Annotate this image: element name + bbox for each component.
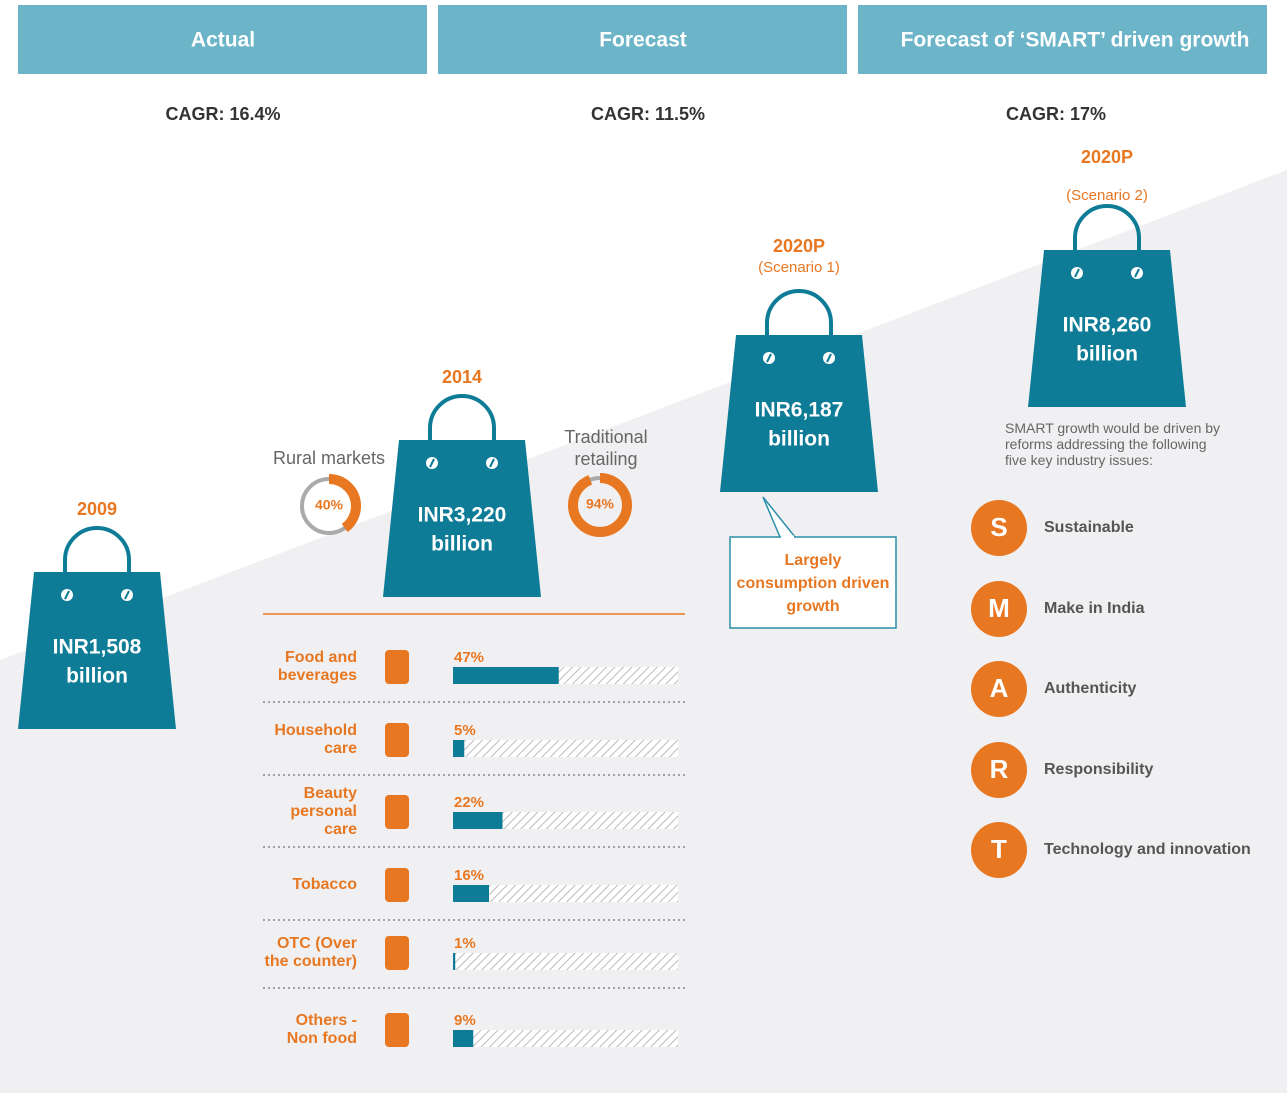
bag-year: 2020P (773, 236, 825, 256)
bag-amount: INR6,187 (755, 399, 844, 422)
bag-unit: billion (768, 428, 830, 451)
bag-year: 2014 (442, 367, 482, 387)
bag-unit: billion (66, 665, 128, 688)
bar-track (453, 953, 678, 970)
bar (453, 885, 489, 902)
category-value: 22% (454, 794, 484, 811)
smart-label: Authenticity (1044, 680, 1137, 697)
bag-year: 2009 (77, 499, 117, 519)
smart-letter: T (991, 834, 1007, 864)
category-icon (385, 868, 409, 902)
bag-year: 2020P (1081, 147, 1133, 167)
smart-letter: A (990, 673, 1009, 703)
bag-unit: billion (1076, 343, 1138, 366)
bag-note: (Scenario 2) (1066, 187, 1148, 204)
bar (453, 740, 464, 757)
category-value: 16% (454, 867, 484, 884)
category-icon (385, 936, 409, 970)
header-title: Forecast of ‘SMART’ driven growth (901, 29, 1250, 52)
category-value: 47% (454, 649, 484, 666)
header-title: Forecast (599, 29, 687, 52)
bag (383, 396, 541, 597)
smart-letter: R (990, 754, 1009, 784)
cagr: CAGR: 16.4% (165, 104, 280, 124)
bag (720, 291, 878, 492)
bag-handle (430, 396, 494, 442)
donut-label: Rural markets (273, 448, 385, 468)
bag-unit: billion (431, 533, 493, 556)
category-value: 9% (454, 1012, 476, 1029)
cagr: CAGR: 17% (1006, 104, 1106, 124)
category-icon (385, 795, 409, 829)
bar-track (453, 1030, 678, 1047)
smart-label: Responsibility (1044, 761, 1153, 778)
smart-letter: M (988, 593, 1010, 623)
cagr: CAGR: 11.5% (591, 104, 705, 124)
category-icon (385, 650, 409, 684)
bag-amount: INR8,260 (1063, 314, 1152, 337)
smart-label: Technology and innovation (1044, 841, 1251, 858)
bar (453, 667, 559, 684)
category-label: Others -Non food (287, 1012, 357, 1047)
bag-handle (65, 528, 129, 574)
bar (453, 812, 503, 829)
bag (18, 528, 176, 729)
donut-value: 94% (586, 496, 615, 512)
bar (453, 1030, 473, 1047)
bag-note: (Scenario 1) (758, 259, 840, 276)
header-title: Actual (191, 29, 255, 52)
smart-letter: S (990, 512, 1007, 542)
infographic: Actual Forecast Forecast of ‘SMART’ driven… (0, 0, 1287, 1093)
bag-amount: INR3,220 (418, 504, 507, 527)
smart-label: Sustainable (1044, 519, 1134, 536)
category-icon (385, 723, 409, 757)
category-value: 5% (454, 722, 476, 739)
bag-handle (767, 291, 831, 337)
bar (453, 953, 455, 970)
category-icon (385, 1013, 409, 1047)
category-label: Tobacco (292, 876, 357, 893)
bag-amount: INR1,508 (53, 636, 142, 659)
bar-track (453, 740, 678, 757)
category-value: 1% (454, 935, 476, 952)
smart-label: Make in India (1044, 600, 1145, 617)
donut-value: 40% (315, 497, 344, 513)
